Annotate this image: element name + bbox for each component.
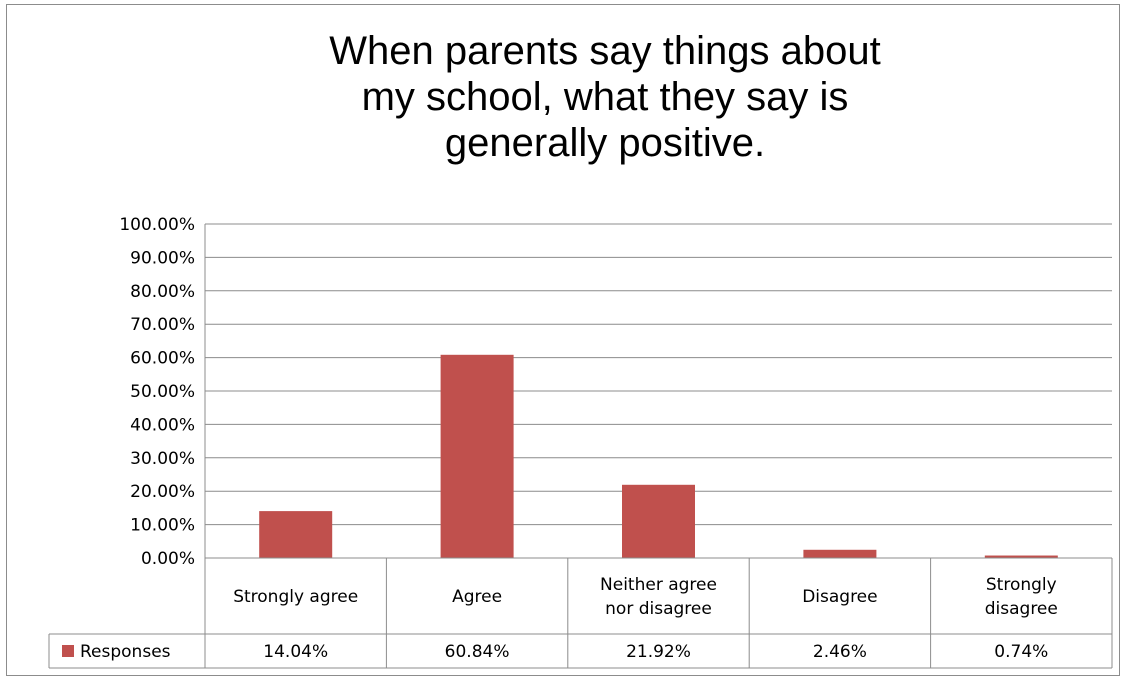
y-tick-label: 60.00%	[130, 349, 195, 369]
y-tick-label: 0.00%	[141, 549, 195, 569]
bar	[803, 549, 877, 558]
legend-swatch	[62, 645, 74, 657]
bar	[259, 511, 333, 558]
category-label: Strongly agree	[233, 587, 358, 607]
data-table-value: 60.84%	[445, 642, 510, 662]
chart-frame	[6, 4, 1120, 676]
data-table-value: 2.46%	[813, 642, 867, 662]
category-label: nor disagree	[605, 599, 712, 619]
category-label: Disagree	[802, 587, 877, 607]
bar	[622, 484, 695, 558]
category-label: Strongly	[986, 575, 1057, 595]
y-tick-label: 100.00%	[119, 215, 195, 235]
y-tick-label: 30.00%	[130, 449, 195, 469]
y-tick-label: 20.00%	[130, 482, 195, 502]
category-label: disagree	[985, 599, 1058, 619]
chart-title: When parents say things about my school,…	[329, 29, 881, 165]
category-label: Agree	[452, 587, 502, 607]
bar	[984, 555, 1058, 558]
data-table-value: 0.74%	[994, 642, 1048, 662]
y-tick-label: 40.00%	[130, 415, 195, 435]
y-tick-label: 10.00%	[130, 516, 195, 536]
y-tick-label: 70.00%	[130, 315, 195, 335]
legend-label: Responses	[80, 642, 171, 662]
category-label: Neither agree	[600, 575, 717, 595]
y-tick-label: 50.00%	[130, 382, 195, 402]
data-table-value: 21.92%	[626, 642, 691, 662]
y-tick-label: 90.00%	[130, 248, 195, 268]
data-table-value: 14.04%	[263, 642, 328, 662]
y-tick-label: 80.00%	[130, 282, 195, 302]
bar	[440, 354, 514, 558]
